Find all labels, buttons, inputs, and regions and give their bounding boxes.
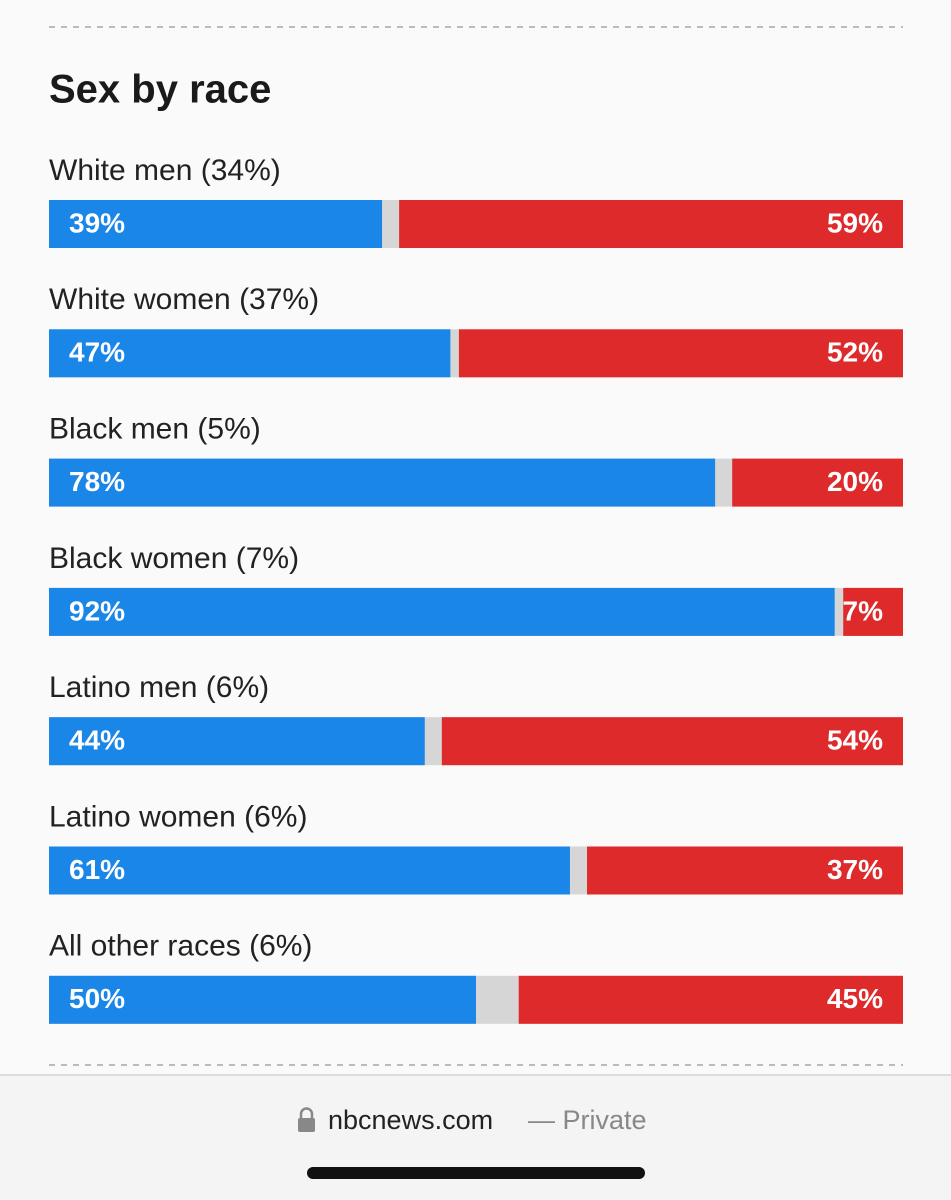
bar-segment: [518, 975, 903, 1024]
value-label: 78%: [69, 466, 125, 497]
bar-segment: [49, 975, 476, 1024]
bar-segment: [441, 717, 903, 766]
bar-segment: [399, 200, 903, 248]
bar-segment: [49, 329, 451, 378]
value-label: 92%: [69, 595, 125, 626]
plot: White men (34%) 39% 59% White women (37%) 47…: [49, 154, 903, 1024]
value-label: 45%: [827, 983, 883, 1014]
value-label: 52%: [827, 337, 883, 368]
bar-segment: [49, 458, 716, 507]
bar-segment: [49, 717, 425, 766]
value-label: 37%: [827, 854, 883, 885]
browser-domain[interactable]: nbcnews.com: [328, 1105, 493, 1135]
bar-segment: [587, 846, 903, 895]
browser-bar: [0, 1075, 951, 1200]
bar-segment: [49, 200, 383, 248]
value-label: 44%: [69, 725, 125, 756]
value-label: 54%: [827, 725, 883, 756]
lock-icon: [298, 1107, 315, 1132]
browser-mode: — Private: [528, 1105, 647, 1135]
value-label: 7%: [843, 595, 884, 626]
value-label: 20%: [827, 466, 883, 497]
value-label: 50%: [69, 983, 125, 1014]
chart-title: Sex by race: [49, 68, 271, 112]
bar-segment: [49, 846, 570, 895]
category-label: Latino women (6%): [49, 800, 307, 833]
category-label: Latino men (6%): [49, 671, 269, 704]
value-label: 39%: [69, 207, 125, 238]
bar-segment: [458, 329, 903, 378]
content-background: [0, 0, 951, 1075]
bar-segment: [732, 458, 903, 507]
bar-segment: [49, 587, 835, 636]
category-label: White women (37%): [49, 283, 319, 316]
category-label: White men (34%): [49, 154, 281, 187]
category-label: Black women (7%): [49, 542, 299, 575]
category-label: All other races (6%): [49, 930, 312, 963]
category-label: Black men (5%): [49, 413, 261, 446]
home-indicator[interactable]: [307, 1167, 645, 1179]
bar-segment: [843, 587, 903, 636]
value-label: 61%: [69, 854, 125, 885]
value-label: 59%: [827, 207, 883, 238]
value-label: 47%: [69, 337, 125, 368]
